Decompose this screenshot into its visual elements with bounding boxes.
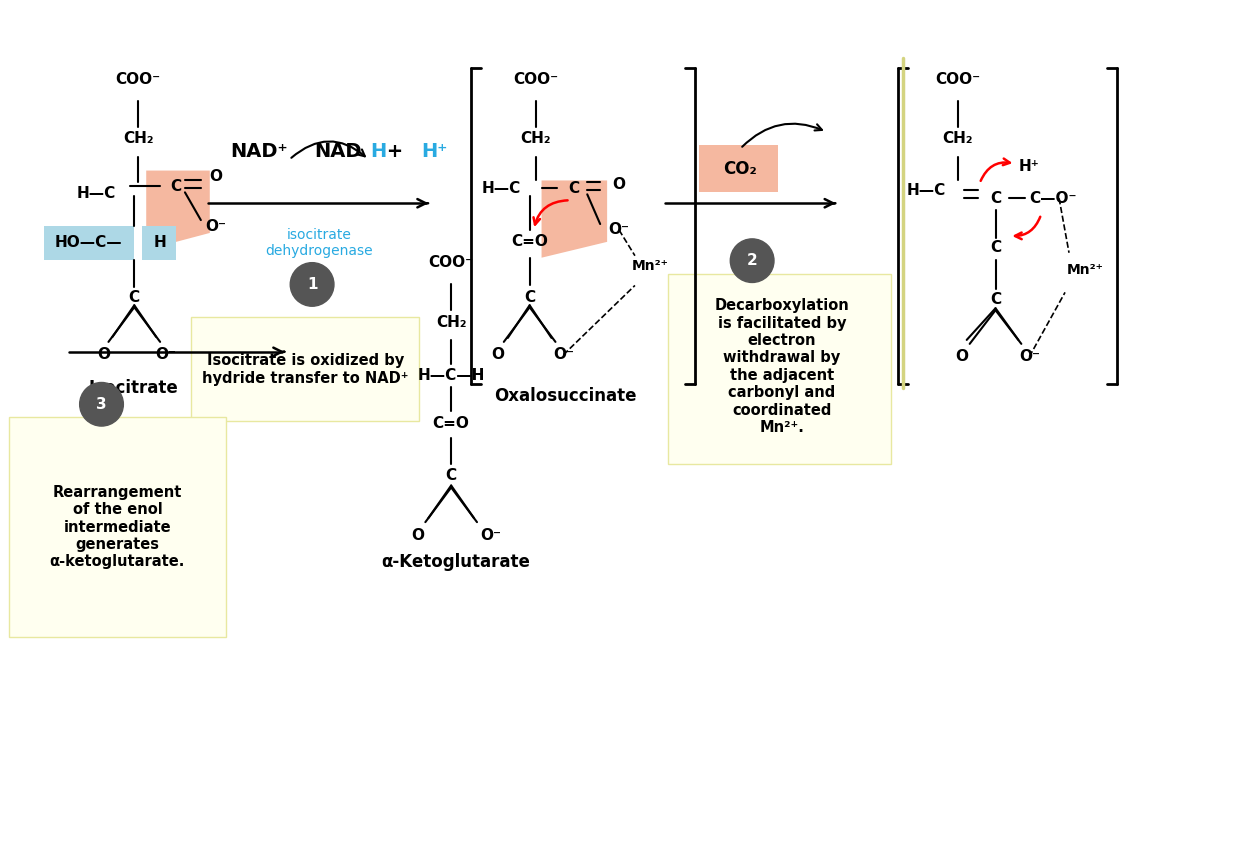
Text: Mn²⁺: Mn²⁺ bbox=[1066, 262, 1104, 276]
Text: COO⁻: COO⁻ bbox=[935, 72, 980, 87]
FancyBboxPatch shape bbox=[191, 317, 420, 421]
Text: O⁻: O⁻ bbox=[155, 347, 176, 362]
Text: C: C bbox=[524, 290, 535, 305]
Text: COO⁻: COO⁻ bbox=[429, 255, 474, 270]
Text: O⁻: O⁻ bbox=[205, 218, 226, 234]
Text: H⁺: H⁺ bbox=[421, 142, 447, 161]
Text: 3: 3 bbox=[96, 397, 106, 411]
Text: C: C bbox=[990, 292, 1001, 307]
Text: H—C: H—C bbox=[906, 183, 945, 197]
Text: O: O bbox=[411, 527, 424, 542]
Text: C: C bbox=[990, 240, 1001, 255]
Polygon shape bbox=[44, 226, 134, 260]
Text: O⁻: O⁻ bbox=[609, 223, 630, 237]
FancyBboxPatch shape bbox=[699, 145, 778, 192]
FancyBboxPatch shape bbox=[668, 274, 891, 463]
Text: O⁻: O⁻ bbox=[480, 527, 501, 542]
Text: CH₂: CH₂ bbox=[942, 132, 972, 146]
Circle shape bbox=[80, 383, 124, 426]
Text: O⁻: O⁻ bbox=[1019, 349, 1040, 365]
Text: C: C bbox=[129, 290, 140, 305]
Text: C=O: C=O bbox=[511, 235, 548, 249]
Text: Decarboxylation
is facilitated by
electron
withdrawal by
the adjacent
carbonyl a: Decarboxylation is facilitated by electr… bbox=[715, 298, 849, 435]
Text: CH₂: CH₂ bbox=[436, 314, 466, 330]
Text: H—C: H—C bbox=[481, 181, 520, 196]
Text: O: O bbox=[98, 347, 110, 362]
Text: H—C—H: H—C—H bbox=[418, 368, 485, 383]
Text: C: C bbox=[990, 191, 1001, 206]
Text: COO⁻: COO⁻ bbox=[512, 72, 559, 87]
Text: CH₂: CH₂ bbox=[520, 132, 551, 146]
Text: α-Ketoglutarate: α-Ketoglutarate bbox=[381, 553, 530, 571]
Text: O: O bbox=[209, 169, 222, 184]
Polygon shape bbox=[142, 226, 176, 260]
Text: 1: 1 bbox=[306, 277, 318, 292]
Text: O: O bbox=[612, 177, 625, 192]
Polygon shape bbox=[541, 180, 608, 258]
Text: O⁻: O⁻ bbox=[552, 347, 574, 362]
Circle shape bbox=[730, 239, 774, 282]
Text: H—C: H—C bbox=[78, 186, 116, 201]
Text: CO₂: CO₂ bbox=[724, 159, 758, 178]
Text: NAD⁺: NAD⁺ bbox=[231, 142, 289, 161]
Text: 2: 2 bbox=[746, 253, 758, 268]
Polygon shape bbox=[146, 171, 210, 249]
Text: +: + bbox=[380, 142, 410, 161]
Text: H: H bbox=[370, 142, 386, 161]
Text: Isocitrate is oxidized by
hydride transfer to NAD⁺: Isocitrate is oxidized by hydride transf… bbox=[202, 353, 409, 386]
Text: C: C bbox=[568, 181, 579, 196]
Text: C=O: C=O bbox=[432, 416, 470, 430]
Text: Oxalosuccinate: Oxalosuccinate bbox=[494, 387, 636, 405]
Text: O: O bbox=[491, 347, 504, 362]
Text: C: C bbox=[445, 469, 456, 483]
Text: NAD: NAD bbox=[314, 142, 361, 161]
Text: isocitrate
dehydrogenase: isocitrate dehydrogenase bbox=[266, 228, 374, 258]
Text: H: H bbox=[154, 236, 166, 250]
Text: Isocitrate: Isocitrate bbox=[89, 379, 179, 397]
Text: C—O⁻: C—O⁻ bbox=[1030, 191, 1078, 206]
Text: C: C bbox=[170, 179, 181, 194]
Circle shape bbox=[290, 262, 334, 307]
Text: CH₂: CH₂ bbox=[122, 132, 154, 146]
Text: COO⁻: COO⁻ bbox=[116, 72, 161, 87]
Text: O: O bbox=[955, 349, 969, 365]
FancyBboxPatch shape bbox=[9, 417, 226, 637]
Text: HO—C—: HO—C— bbox=[55, 236, 123, 250]
Text: Mn²⁺: Mn²⁺ bbox=[631, 259, 669, 273]
Text: Rearrangement
of the enol
intermediate
generates
α-ketoglutarate.: Rearrangement of the enol intermediate g… bbox=[50, 485, 185, 569]
Text: H⁺: H⁺ bbox=[1019, 159, 1040, 174]
